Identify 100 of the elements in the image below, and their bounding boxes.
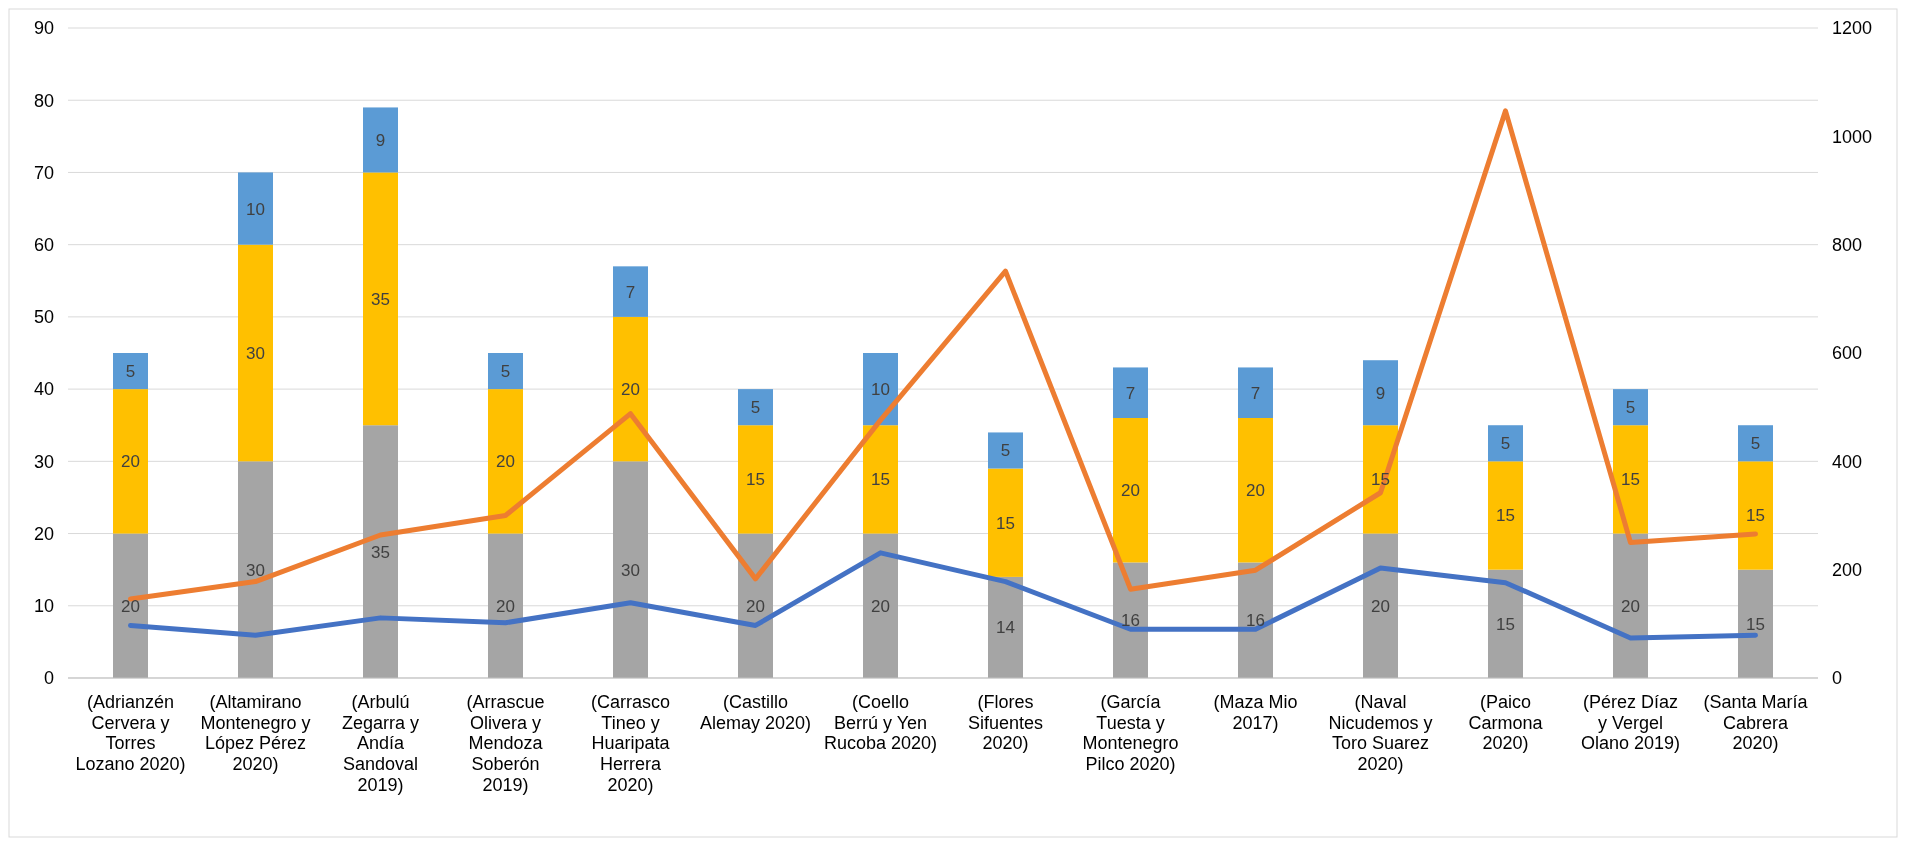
x-tick-label: (Castillo Alemay 2020) bbox=[699, 692, 812, 733]
bar bbox=[1738, 425, 1773, 462]
bar bbox=[613, 266, 648, 317]
y-tick-label: 0 bbox=[43, 668, 54, 689]
bar bbox=[1738, 569, 1773, 678]
bar bbox=[613, 316, 648, 462]
y-tick-label: 10 bbox=[33, 596, 54, 617]
x-tick-label: (Maza Mio 2017) bbox=[1213, 692, 1298, 733]
data-label: 5 bbox=[1500, 434, 1511, 454]
data-label: 16 bbox=[1121, 611, 1140, 631]
bar bbox=[1738, 461, 1773, 570]
y-tick-label: 40 bbox=[33, 379, 54, 400]
data-label: 20 bbox=[1371, 596, 1390, 616]
bar bbox=[1113, 367, 1148, 418]
bar bbox=[113, 389, 148, 534]
data-label: 15 bbox=[1371, 470, 1390, 490]
data-label: 15 bbox=[1496, 506, 1515, 526]
data-label: 35 bbox=[371, 542, 390, 562]
data-label: 14 bbox=[996, 618, 1015, 638]
x-tick-label: (Pérez Díaz y Vergel Olano 2019) bbox=[1580, 692, 1681, 754]
data-label: 15 bbox=[1621, 470, 1640, 490]
bar bbox=[488, 533, 523, 678]
data-label: 15 bbox=[871, 470, 890, 490]
bar bbox=[988, 468, 1023, 577]
data-label: 15 bbox=[1746, 506, 1765, 526]
data-label: 9 bbox=[1375, 383, 1386, 403]
bar bbox=[113, 353, 148, 390]
y2-tick-label: 800 bbox=[1832, 234, 1863, 255]
data-label: 30 bbox=[621, 560, 640, 580]
y2-tick-label: 200 bbox=[1832, 559, 1863, 580]
y2-tick-label: 1000 bbox=[1832, 126, 1873, 147]
y-tick-label: 30 bbox=[33, 451, 54, 472]
y-tick-label: 20 bbox=[33, 523, 54, 544]
x-tick-label: (Arrascue Olivera y Mendoza Soberón 2019) bbox=[466, 692, 545, 795]
x-tick-label: (Flores Sifuentes 2020) bbox=[967, 692, 1044, 754]
x-tick-label: (García Tuesta y Montenegro Pilco 2020) bbox=[1082, 692, 1179, 775]
data-label: 5 bbox=[1625, 398, 1636, 418]
data-label: 7 bbox=[1250, 383, 1261, 403]
x-tick-label: (Adrianzén Cervera y Torres Lozano 2020) bbox=[75, 692, 186, 775]
y2-tick-label: 400 bbox=[1832, 451, 1863, 472]
data-label: 7 bbox=[625, 282, 636, 302]
bar bbox=[1488, 569, 1523, 678]
y-tick-label: 80 bbox=[33, 90, 54, 111]
y-tick-label: 50 bbox=[33, 307, 54, 328]
data-label: 20 bbox=[496, 452, 515, 472]
data-label: 16 bbox=[1246, 611, 1265, 631]
data-label: 20 bbox=[746, 596, 765, 616]
data-label: 15 bbox=[746, 470, 765, 490]
bar bbox=[238, 461, 273, 678]
bar bbox=[988, 576, 1023, 678]
data-label: 5 bbox=[1000, 441, 1011, 461]
x-tick-label: (Naval Nicudemos y Toro Suarez 2020) bbox=[1328, 692, 1433, 775]
bar bbox=[1363, 533, 1398, 678]
data-label: 20 bbox=[121, 452, 140, 472]
bar bbox=[863, 425, 898, 534]
data-label: 20 bbox=[496, 596, 515, 616]
data-label: 7 bbox=[1125, 383, 1136, 403]
bar bbox=[363, 172, 398, 426]
data-label: 30 bbox=[246, 343, 265, 363]
x-tick-label: (Carrasco Tineo y Huaripata Herrera 2020) bbox=[590, 692, 671, 795]
bar bbox=[1238, 418, 1273, 563]
bar bbox=[613, 461, 648, 678]
bar bbox=[1238, 367, 1273, 418]
x-tick-label: (Arbulú Zegarra y Andía Sandoval 2019) bbox=[341, 692, 420, 795]
data-label: 15 bbox=[1746, 614, 1765, 634]
bar bbox=[1488, 461, 1523, 570]
data-label: 20 bbox=[121, 596, 140, 616]
bar bbox=[738, 389, 773, 426]
data-label: 20 bbox=[871, 596, 890, 616]
bar bbox=[363, 107, 398, 173]
data-label: 20 bbox=[1246, 481, 1265, 501]
data-label: 9 bbox=[375, 130, 386, 150]
bar bbox=[113, 533, 148, 678]
y2-tick-label: 1200 bbox=[1832, 18, 1873, 39]
bar bbox=[238, 172, 273, 245]
data-label: 5 bbox=[750, 398, 761, 418]
data-label: 15 bbox=[1496, 614, 1515, 634]
bar bbox=[488, 353, 523, 390]
bar bbox=[1613, 533, 1648, 678]
data-label: 20 bbox=[621, 380, 640, 400]
x-tick-label: (Paico Carmona 2020) bbox=[1468, 692, 1544, 754]
data-label: 30 bbox=[246, 560, 265, 580]
y-tick-label: 60 bbox=[33, 234, 54, 255]
data-label: 5 bbox=[1750, 434, 1761, 454]
data-label: 35 bbox=[371, 289, 390, 309]
y2-tick-label: 600 bbox=[1832, 343, 1863, 364]
bar bbox=[738, 425, 773, 534]
bar bbox=[238, 244, 273, 462]
data-label: 10 bbox=[871, 380, 890, 400]
x-tick-label: (Altamirano Montenegro y López Pérez 2020) bbox=[200, 692, 311, 775]
data-label: 15 bbox=[996, 513, 1015, 533]
data-label: 20 bbox=[1621, 596, 1640, 616]
y-tick-label: 70 bbox=[33, 162, 54, 183]
bar bbox=[1613, 425, 1648, 534]
bar bbox=[363, 425, 398, 678]
bar bbox=[988, 432, 1023, 469]
bar bbox=[488, 389, 523, 534]
x-tick-label: (Coello Berrú y Yen Rucoba 2020) bbox=[823, 692, 938, 754]
y-tick-label: 90 bbox=[33, 18, 54, 39]
bar bbox=[1113, 418, 1148, 563]
